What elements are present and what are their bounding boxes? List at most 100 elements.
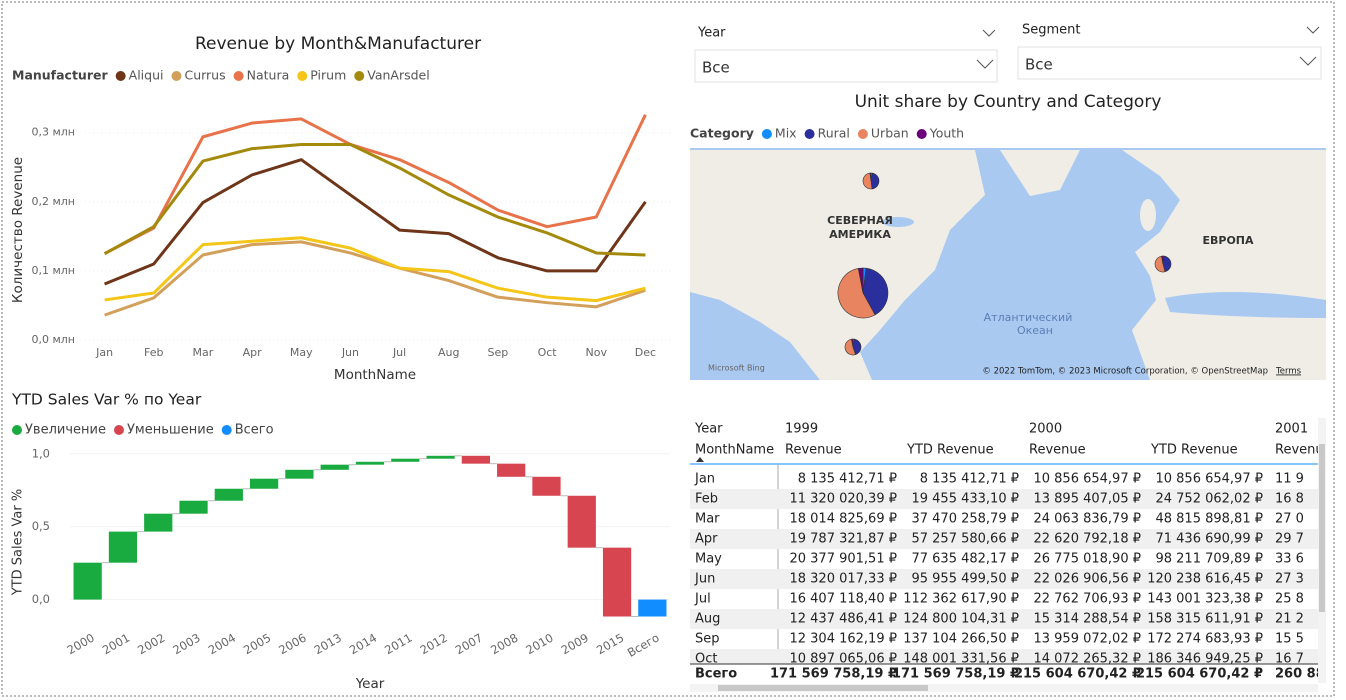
sort-indicator	[696, 457, 704, 462]
chevron	[1299, 56, 1317, 66]
legend-marker	[297, 71, 308, 81]
x-tick-label: 2005	[241, 631, 273, 658]
map-attribution: © 2022 TomTom, © 2023 Microsoft Corporat…	[982, 367, 1268, 377]
column-header: 2001	[1275, 422, 1308, 437]
waterfall-bar	[144, 513, 173, 532]
legend-marker	[171, 71, 182, 81]
legend-marker	[233, 71, 244, 81]
legend-label: Currus	[184, 68, 225, 83]
pie-slice	[837, 268, 876, 319]
line-series	[104, 158, 647, 286]
table-cell: 20 377 901,51 ₽	[789, 552, 897, 567]
x-tick-label: Nov	[586, 346, 608, 359]
table-cell: 27 0	[1275, 512, 1304, 527]
waterfall-bar	[497, 463, 526, 477]
y-axis-title: Количество Revenue	[10, 157, 26, 303]
column-header: YTD Revenue	[906, 443, 994, 458]
pie-slice	[862, 172, 873, 190]
legend-marker	[804, 129, 815, 139]
slicer-year[interactable]: Year Все	[694, 26, 998, 83]
x-axis-title: MonthName	[334, 367, 416, 383]
legend-label: Urban	[871, 126, 909, 141]
legend-label: Mix	[775, 126, 797, 141]
line-series	[104, 240, 646, 317]
legend-marker	[115, 71, 126, 81]
x-tick-label: 2009	[559, 631, 591, 658]
pie-slice	[1162, 255, 1172, 273]
slicer-segment[interactable]: Segment Все	[1017, 23, 1322, 80]
legend-marker	[113, 425, 124, 435]
waterfall-bar	[567, 495, 596, 548]
table-cell: 19 455 433,10 ₽	[911, 492, 1019, 507]
waterfall-bar	[250, 478, 279, 489]
table: Year 1999 2000 2001 MonthName Revenue YTD Reve…	[690, 422, 1318, 684]
y-tick-label: 0,1 млн	[31, 264, 75, 277]
x-tick-label: May	[290, 346, 313, 359]
column-header: 1999	[785, 422, 818, 437]
legend-label: Youth	[929, 126, 964, 141]
y-tick-label: 1,0	[32, 446, 50, 460]
table-cell: 18 014 825,69 ₽	[789, 512, 897, 527]
table-cell: Jan	[694, 472, 715, 487]
pie-slice	[857, 267, 864, 294]
total-cell: Всего	[695, 667, 737, 682]
table-cell: Jun	[694, 572, 715, 587]
map-terms[interactable]: Terms	[1275, 367, 1302, 377]
scrollbar[interactable]	[690, 684, 1318, 692]
legend-marker	[221, 425, 232, 435]
table-cell: 22 620 792,18 ₽	[1033, 532, 1141, 547]
legend-label: Natura	[247, 68, 290, 83]
table-cell: 19 787 321,87 ₽	[789, 532, 897, 547]
table-cell: 29 7	[1275, 532, 1304, 547]
chart-title: Revenue by Month&Manufacturer	[195, 34, 481, 54]
table-cell: 71 436 690,99 ₽	[1155, 532, 1263, 547]
y-tick-label: 0,0	[32, 592, 50, 606]
map-land	[1122, 150, 1326, 380]
table-cell: 137 104 266,50 ₽	[903, 632, 1019, 647]
map-label: Океан	[1017, 324, 1053, 337]
legend-label: Pirum	[310, 68, 346, 83]
legend-label: Rural	[818, 126, 850, 141]
table-cell: 95 955 499,50 ₽	[911, 572, 1019, 587]
table-cell: 124 800 104,31 ₽	[903, 612, 1019, 627]
x-tick-label: 2004	[206, 631, 238, 658]
x-tick-label: 2002	[135, 631, 167, 658]
slicer-label: Segment	[1022, 23, 1081, 38]
y-tick-label: 0,2 млн	[31, 195, 75, 208]
x-tick-label: 2010	[523, 631, 555, 658]
table-cell: 77 635 482,17 ₽	[911, 552, 1019, 567]
x-tick-label: 2001	[100, 631, 132, 658]
waterfall-bar	[461, 455, 490, 464]
map-water	[1165, 291, 1326, 318]
legend-marker	[916, 129, 927, 139]
legend-marker	[857, 129, 868, 139]
waterfall-total	[638, 599, 667, 617]
x-tick-label: Jun	[341, 346, 359, 359]
dropdown[interactable]	[694, 49, 998, 83]
map-water	[882, 217, 914, 227]
legend-title: Manufacturer	[12, 68, 108, 83]
x-tick-label: 2007	[453, 631, 485, 658]
table-cell: 11 9	[1275, 472, 1304, 487]
waterfall-bar	[285, 469, 314, 479]
waterfall-bar	[108, 531, 138, 563]
scroll-thumb[interactable]	[1319, 444, 1325, 612]
column-header: Revenue	[1029, 443, 1086, 458]
dropdown[interactable]	[1017, 46, 1322, 80]
table-body: Jan 8 135 412,71 ₽ 8 135 412,71 ₽ 10 856 65…	[690, 472, 1318, 667]
chart-title: YTD Sales Var % по Year	[11, 391, 202, 409]
scroll-thumb[interactable]	[718, 685, 928, 691]
map-label: ЕВРОПА	[1202, 234, 1254, 247]
x-tick-label: Aug	[438, 346, 459, 359]
table-cell: 148 001 331,56 ₽	[903, 652, 1019, 667]
x-axis-title: Year	[355, 676, 385, 692]
table-cell: 143 001 323,38 ₽	[1147, 592, 1263, 607]
table-cell: 25 8	[1275, 592, 1304, 607]
chevron	[1306, 26, 1320, 34]
pie-slice	[862, 267, 889, 316]
table-cell: 120 238 616,45 ₽	[1147, 572, 1263, 587]
x-tick-label: Dec	[635, 346, 656, 359]
map-title: Unit share by Country and Category	[855, 92, 1162, 112]
